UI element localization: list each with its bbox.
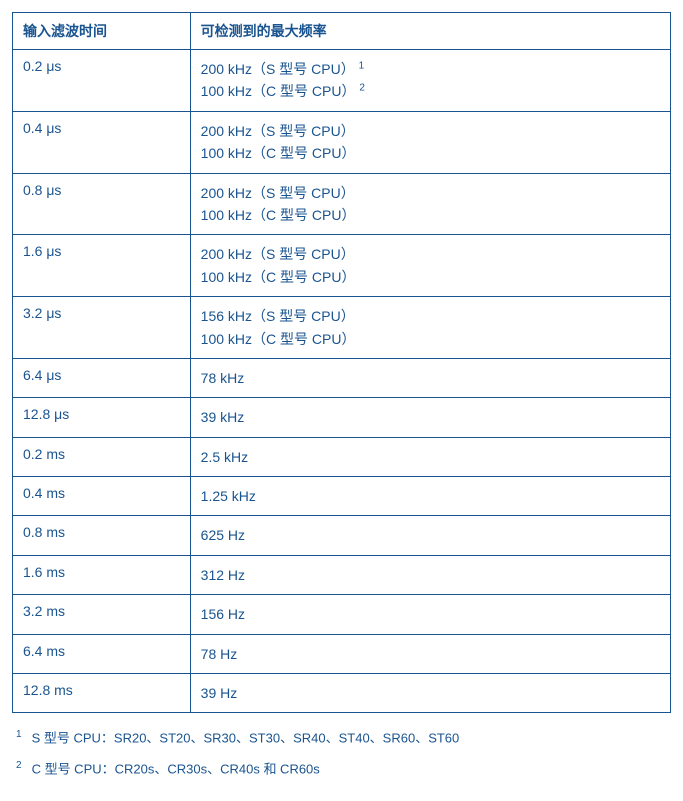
frequency-line: 100 kHz（C 型号 CPU） [201,328,660,350]
frequency-text: 312 Hz [201,567,245,583]
frequency-text: 100 kHz（C 型号 CPU） [201,269,356,285]
footnote-ref: 2 [359,83,365,94]
table-row: 0.2 μs200 kHz（S 型号 CPU） 1100 kHz（C 型号 CP… [13,50,671,112]
footnote-text: C 型号 CPU：CR20s、CR30s、CR40s 和 CR60s [32,762,320,777]
frequency-text: 78 Hz [201,646,238,662]
frequency-text: 39 Hz [201,685,238,701]
cell-filter-time: 12.8 ms [13,674,191,713]
frequency-line: 156 kHz（S 型号 CPU） [201,305,660,327]
cell-filter-time: 3.2 ms [13,595,191,634]
footnote: 1 S 型号 CPU：SR20、ST20、SR30、ST30、SR40、ST40、… [16,727,671,748]
table-row: 0.4 μs 200 kHz（S 型号 CPU） 100 kHz（C 型号 CPU） [13,111,671,173]
table-row: 12.8 μs 39 kHz [13,398,671,437]
frequency-text: 156 Hz [201,606,245,622]
cell-filter-time: 12.8 μs [13,398,191,437]
cell-filter-time: 0.2 μs [13,50,191,112]
table-row: 6.4 ms 78 Hz [13,634,671,673]
cell-max-frequency: 1.25 kHz [190,477,670,516]
frequency-text: 100 kHz（C 型号 CPU） [201,145,356,161]
cell-max-frequency: 2.5 kHz [190,437,670,476]
cell-filter-time: 3.2 μs [13,297,191,359]
cell-max-frequency: 39 Hz [190,674,670,713]
frequency-line: 156 Hz [201,603,660,625]
frequency-text: 200 kHz（S 型号 CPU） [201,246,355,262]
frequency-line: 100 kHz（C 型号 CPU） [201,204,660,226]
cell-max-frequency: 200 kHz（S 型号 CPU） 100 kHz（C 型号 CPU） [190,111,670,173]
frequency-text: 156 kHz（S 型号 CPU） [201,308,355,324]
table-header-row: 输入滤波时间 可检测到的最大频率 [13,13,671,50]
cell-filter-time: 1.6 ms [13,555,191,594]
cell-filter-time: 0.8 ms [13,516,191,555]
frequency-line: 78 Hz [201,643,660,665]
frequency-text: 1.25 kHz [201,488,256,504]
cell-filter-time: 6.4 ms [13,634,191,673]
frequency-text: 200 kHz（S 型号 CPU） [201,185,355,201]
filter-frequency-table: 输入滤波时间 可检测到的最大频率 0.2 μs200 kHz（S 型号 CPU）… [12,12,671,713]
cell-filter-time: 0.2 ms [13,437,191,476]
frequency-line: 39 Hz [201,682,660,704]
table-row: 0.4 ms 1.25 kHz [13,477,671,516]
table-row: 0.8 ms 625 Hz [13,516,671,555]
frequency-text: 2.5 kHz [201,449,248,465]
table-body: 0.2 μs200 kHz（S 型号 CPU） 1100 kHz（C 型号 CP… [13,50,671,713]
frequency-line: 200 kHz（S 型号 CPU） [201,182,660,204]
frequency-line: 200 kHz（S 型号 CPU） [201,120,660,142]
frequency-text: 200 kHz（S 型号 CPU） [201,123,355,139]
frequency-line: 100 kHz（C 型号 CPU） [201,266,660,288]
frequency-line: 100 kHz（C 型号 CPU） 2 [201,80,660,102]
frequency-line: 1.25 kHz [201,485,660,507]
footnote-ref: 1 [359,60,365,71]
table-row: 1.6 ms 312 Hz [13,555,671,594]
cell-max-frequency: 39 kHz [190,398,670,437]
cell-max-frequency: 156 kHz（S 型号 CPU） 100 kHz（C 型号 CPU） [190,297,670,359]
table-row: 12.8 ms 39 Hz [13,674,671,713]
frequency-text: 200 kHz（S 型号 CPU） [201,61,355,77]
cell-max-frequency: 312 Hz [190,555,670,594]
table-row: 3.2 μs 156 kHz（S 型号 CPU） 100 kHz（C 型号 CPU） [13,297,671,359]
footnote-marker: 2 [16,760,22,771]
frequency-line: 100 kHz（C 型号 CPU） [201,142,660,164]
table-row: 3.2 ms 156 Hz [13,595,671,634]
frequency-text: 625 Hz [201,527,245,543]
cell-filter-time: 0.4 ms [13,477,191,516]
table-row: 0.8 μs 200 kHz（S 型号 CPU） 100 kHz（C 型号 CPU） [13,173,671,235]
cell-max-frequency: 200 kHz（S 型号 CPU） 100 kHz（C 型号 CPU） [190,173,670,235]
footnote-text: S 型号 CPU：SR20、ST20、SR30、ST30、SR40、ST40、S… [32,731,460,746]
frequency-line: 39 kHz [201,406,660,428]
frequency-text: 100 kHz（C 型号 CPU） [201,207,356,223]
footnote-marker: 1 [16,729,22,740]
frequency-line: 78 kHz [201,367,660,389]
table-row: 0.2 ms 2.5 kHz [13,437,671,476]
cell-filter-time: 6.4 μs [13,358,191,397]
frequency-line: 200 kHz（S 型号 CPU） [201,243,660,265]
frequency-line: 200 kHz（S 型号 CPU） 1 [201,58,660,80]
cell-filter-time: 0.4 μs [13,111,191,173]
column-header-max-frequency: 可检测到的最大频率 [190,13,670,50]
footnotes-section: 1 S 型号 CPU：SR20、ST20、SR30、ST30、SR40、ST40、… [12,727,671,779]
frequency-line: 2.5 kHz [201,446,660,468]
cell-filter-time: 1.6 μs [13,235,191,297]
frequency-text: 100 kHz（C 型号 CPU） [201,331,356,347]
cell-max-frequency: 200 kHz（S 型号 CPU） 1100 kHz（C 型号 CPU） 2 [190,50,670,112]
column-header-filter-time: 输入滤波时间 [13,13,191,50]
cell-max-frequency: 625 Hz [190,516,670,555]
cell-max-frequency: 200 kHz（S 型号 CPU） 100 kHz（C 型号 CPU） [190,235,670,297]
table-row: 6.4 μs 78 kHz [13,358,671,397]
table-row: 1.6 μs 200 kHz（S 型号 CPU） 100 kHz（C 型号 CPU） [13,235,671,297]
cell-max-frequency: 156 Hz [190,595,670,634]
frequency-line: 312 Hz [201,564,660,586]
frequency-text: 100 kHz（C 型号 CPU） [201,83,356,99]
frequency-line: 625 Hz [201,524,660,546]
cell-filter-time: 0.8 μs [13,173,191,235]
cell-max-frequency: 78 kHz [190,358,670,397]
footnote: 2 C 型号 CPU：CR20s、CR30s、CR40s 和 CR60s [16,758,671,779]
frequency-text: 78 kHz [201,370,245,386]
cell-max-frequency: 78 Hz [190,634,670,673]
frequency-text: 39 kHz [201,409,245,425]
